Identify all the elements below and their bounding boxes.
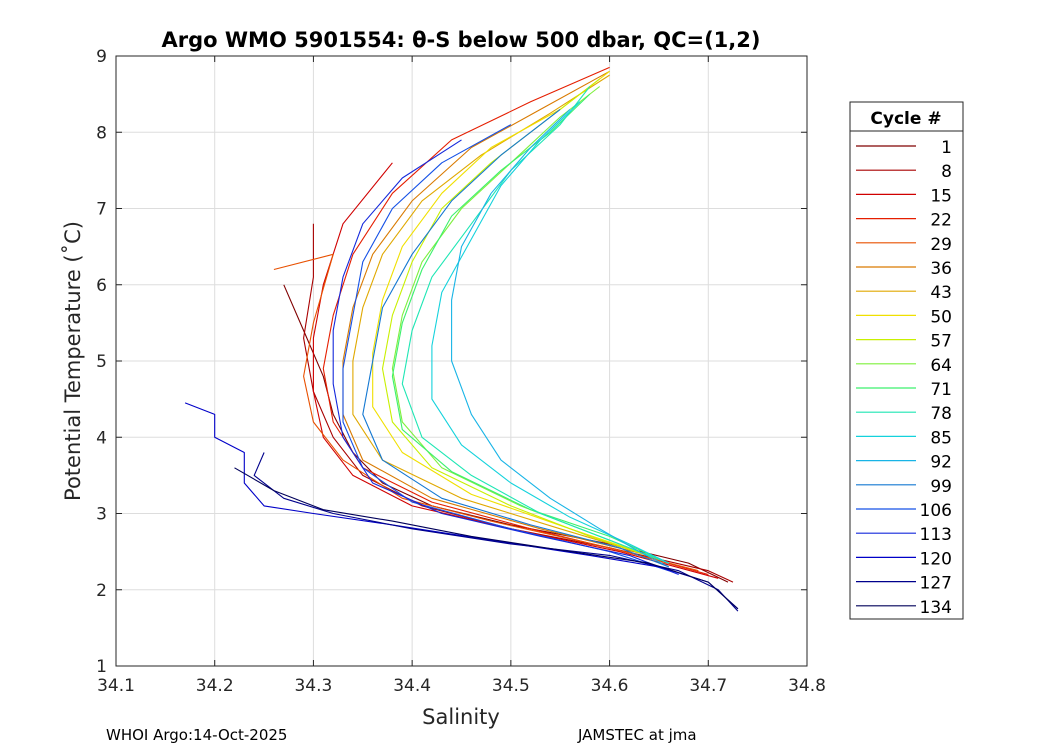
- footer-source: WHOI Argo:14-Oct-2025: [106, 726, 288, 744]
- footer-credit: JAMSTEC at jma: [578, 726, 697, 744]
- legend-label: 57: [930, 332, 952, 352]
- legend-label: 71: [930, 380, 952, 400]
- legend-label: 1: [941, 138, 952, 158]
- legend-title: Cycle #: [870, 109, 941, 129]
- legend-label: 43: [930, 283, 952, 303]
- series-line-cycle-85: [431, 101, 670, 564]
- series-line-cycle-36: [342, 70, 650, 556]
- x-tick-label: 34.5: [492, 676, 530, 696]
- series-line-cycle-99: [362, 108, 669, 568]
- legend-label: 92: [930, 453, 952, 473]
- y-tick-label: 3: [96, 505, 107, 525]
- legend-label: 113: [920, 525, 952, 545]
- legend-label: 8: [941, 162, 952, 182]
- legend-label: 15: [930, 186, 952, 206]
- legend-label: 85: [930, 428, 952, 448]
- legend-label: 36: [930, 259, 952, 279]
- series-line-cycle-22: [322, 66, 709, 576]
- chart-title: Argo WMO 5901554: θ-S below 500 dbar, QC…: [162, 28, 761, 52]
- x-tick-label: 34.1: [97, 676, 135, 696]
- series-line-cycle-15: [312, 162, 719, 579]
- series-line-cycle-127: [253, 452, 739, 612]
- series-line-cycle-134: [234, 467, 739, 610]
- series-line-cycle-120: [184, 402, 739, 610]
- legend-label: 22: [930, 211, 952, 231]
- x-tick-label: 34.4: [393, 676, 431, 696]
- y-tick-label: 7: [96, 200, 107, 220]
- series-line-cycle-78: [401, 86, 669, 564]
- legend-label: 78: [930, 404, 952, 424]
- y-tick-label: 4: [96, 428, 107, 448]
- legend-label: 99: [930, 477, 952, 497]
- series-line-cycle-29: [273, 253, 699, 572]
- series-line-cycle-8: [303, 223, 734, 583]
- legend: Cycle # 18152229364350576471788592991061…: [849, 101, 964, 620]
- x-tick-label: 34.2: [196, 676, 234, 696]
- y-tick-label: 6: [96, 276, 107, 296]
- series-line-cycle-92: [451, 109, 670, 568]
- series-line-cycle-71: [391, 93, 670, 564]
- legend-label: 29: [930, 235, 952, 255]
- legend-label: 106: [920, 501, 952, 521]
- y-tick-label: 9: [96, 47, 107, 67]
- x-tick-label: 34.3: [294, 676, 332, 696]
- y-tick-label: 1: [96, 657, 107, 677]
- series-line-cycle-50: [372, 70, 650, 556]
- x-tick-label: 34.6: [591, 676, 629, 696]
- series-line-cycle-106: [342, 124, 669, 572]
- x-axis-label: Salinity: [422, 705, 500, 729]
- legend-label: 120: [920, 549, 952, 569]
- legend-label: 127: [920, 574, 952, 594]
- x-tick-label: 34.8: [788, 676, 826, 696]
- y-tick-label: 2: [96, 581, 107, 601]
- legend-label: 64: [930, 356, 952, 376]
- series-group: [184, 66, 739, 612]
- ticks: 34.1 34.2 34.3 34.4 34.5 34.6 34.7 34.8 1 2 3 4 5 6 7 8…: [96, 47, 826, 696]
- legend-label: 50: [930, 307, 952, 327]
- legend-entries: 1 8 15 22 29 36 43 50 57 64 71 78 85 92 99 106 113 120 127…: [856, 138, 952, 618]
- series-line-cycle-113: [332, 139, 679, 576]
- legend-label: 134: [920, 598, 952, 618]
- y-axis-label: Potential Temperature (˚C): [61, 221, 85, 501]
- y-tick-label: 8: [96, 123, 107, 143]
- series-line-cycle-43: [352, 74, 650, 556]
- y-tick-label: 5: [96, 352, 107, 372]
- x-tick-label: 34.7: [689, 676, 727, 696]
